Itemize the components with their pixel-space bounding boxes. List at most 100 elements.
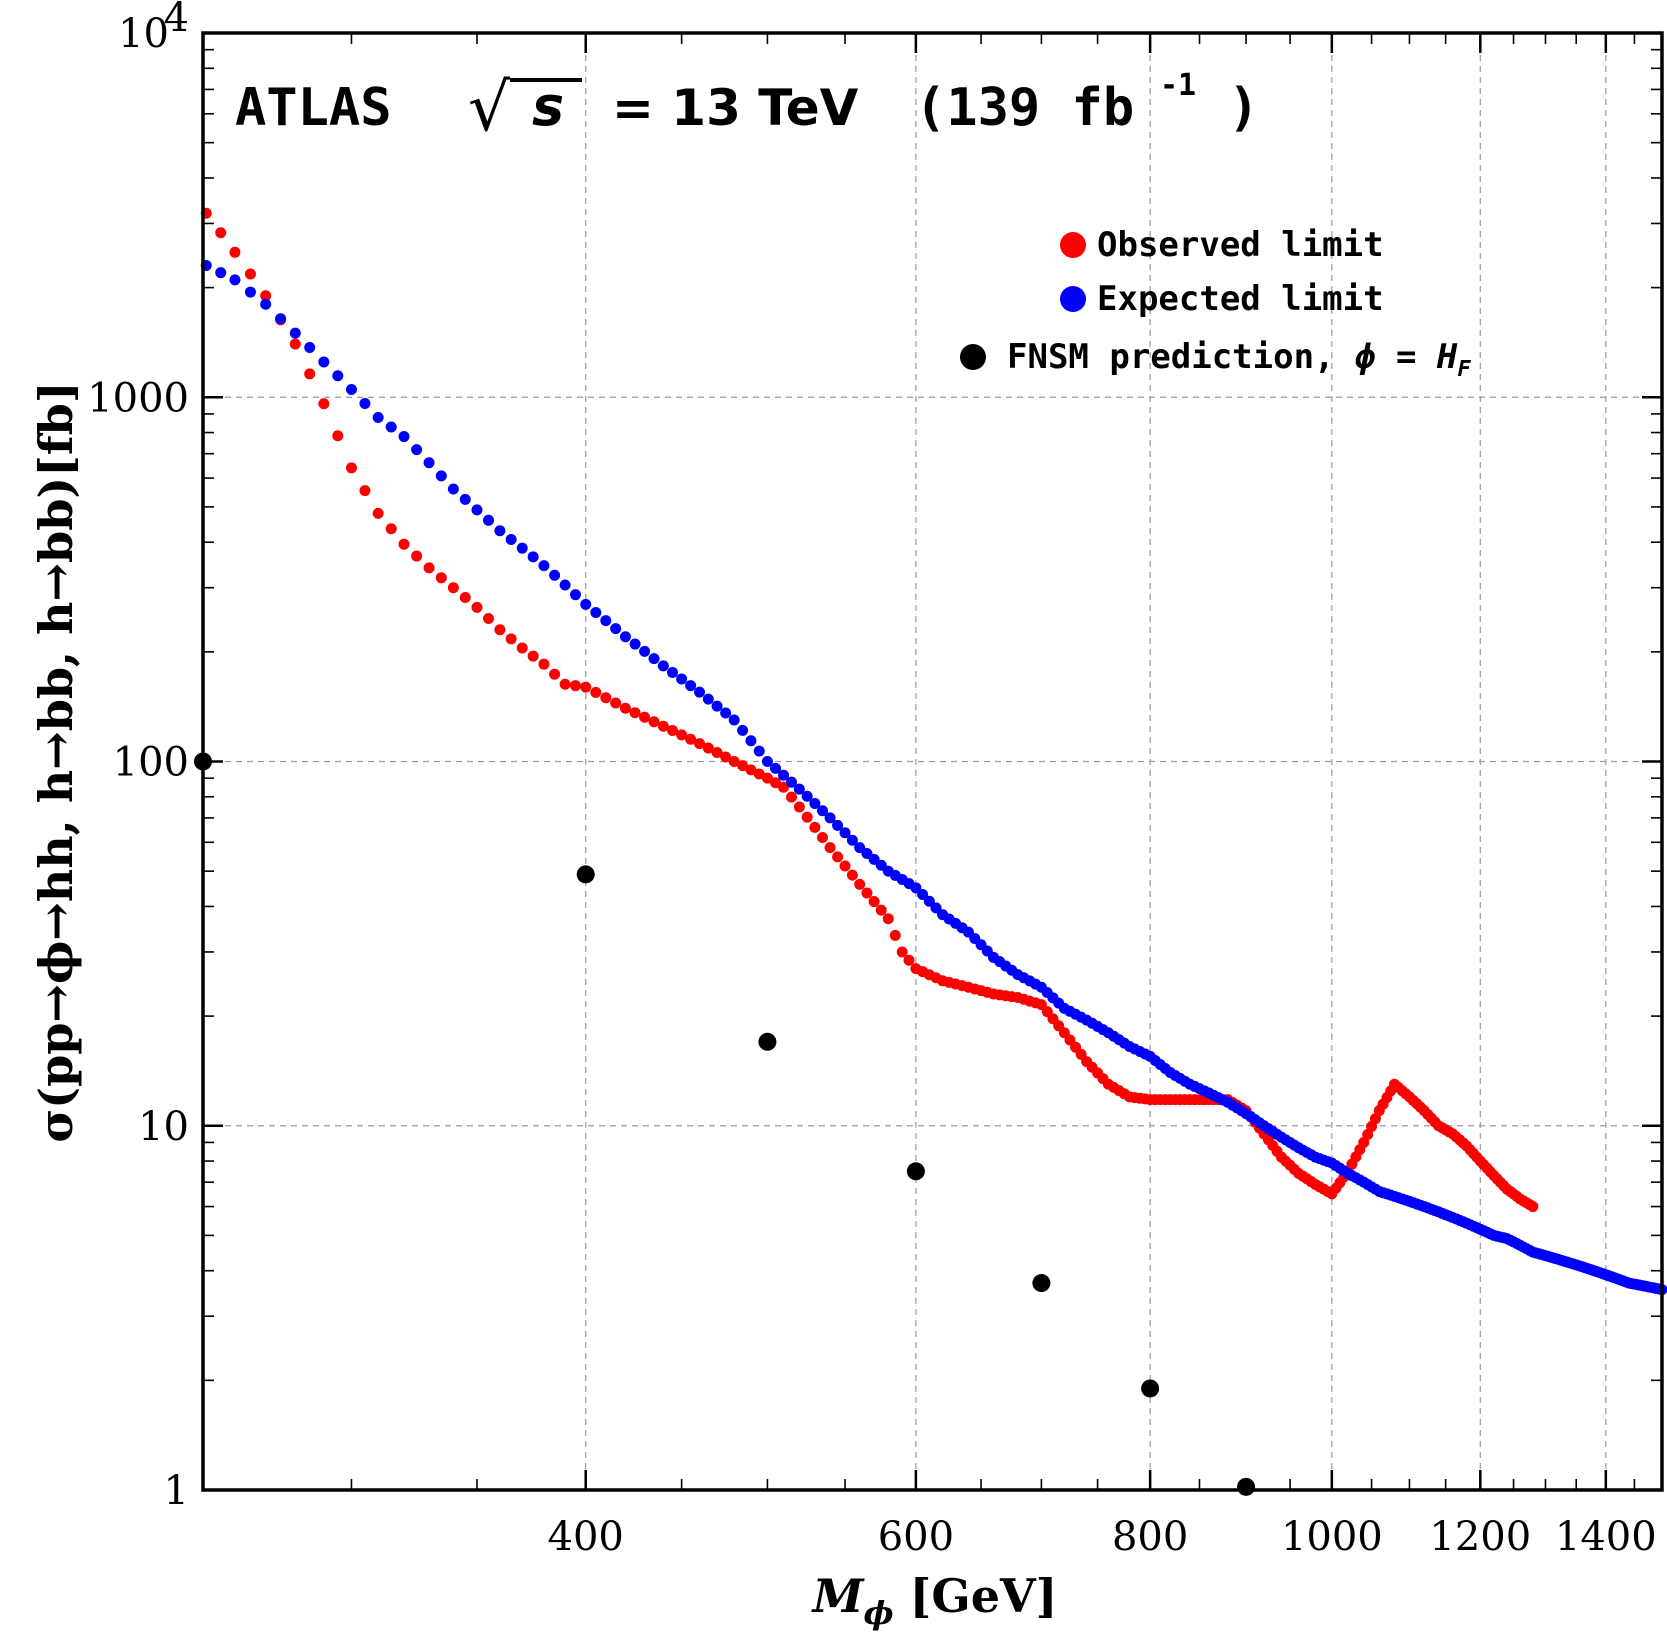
limit-point — [875, 904, 887, 916]
limit-point — [332, 430, 344, 442]
limit-point — [318, 356, 330, 368]
limit-point — [527, 551, 539, 563]
limit-point — [694, 738, 706, 750]
limit-point — [868, 896, 880, 908]
limit-point — [345, 384, 357, 396]
limit-point — [549, 668, 561, 680]
prediction-point — [576, 865, 595, 884]
limit-point — [260, 298, 272, 310]
legend-observed-marker — [1060, 232, 1086, 258]
limit-point — [1527, 1201, 1539, 1213]
legend-prediction-label: FNSM prediction, ϕ = HF — [1007, 337, 1471, 382]
limit-point — [817, 832, 829, 844]
title-experiment: ATLAS — [235, 78, 392, 138]
y-tick-label: 10 — [138, 1104, 189, 1150]
legend-expected-label: Expected limit — [1097, 279, 1384, 319]
limit-point — [728, 714, 740, 726]
limit-point — [702, 693, 714, 705]
limit-point — [785, 776, 797, 788]
y-axis-title: σ(pp→ϕ→hh, h→bb, h→bb)[fb] — [29, 381, 83, 1142]
limit-point — [435, 470, 447, 482]
limit-point — [318, 398, 330, 410]
limit-point — [385, 421, 397, 433]
legend-prediction-sym: ϕ = H — [1355, 337, 1458, 377]
limit-point — [244, 268, 256, 280]
limit-point — [494, 525, 506, 537]
limit-point — [667, 725, 679, 737]
limit-point — [619, 702, 631, 714]
limit-point — [304, 342, 316, 354]
limit-point — [778, 781, 790, 793]
limit-point — [527, 650, 539, 662]
x-tick-label: 600 — [878, 1514, 954, 1560]
x-axis-title-sub: ϕ — [864, 1594, 894, 1632]
limit-point — [385, 523, 397, 535]
limit-point — [910, 882, 922, 894]
data-series — [194, 207, 1667, 1496]
legend: Observed limit Expected limit FNSM predi… — [960, 225, 1471, 382]
x-axis-title-unit: [GeV] — [894, 1569, 1058, 1623]
prediction-point — [758, 1032, 777, 1051]
limit-point — [770, 762, 782, 774]
x-tick-label: 800 — [1112, 1514, 1188, 1560]
limit-point — [359, 485, 371, 497]
prediction-point — [1141, 1379, 1160, 1398]
limit-point — [639, 645, 651, 657]
legend-expected-marker — [1060, 286, 1086, 312]
limit-point — [289, 338, 301, 350]
limit-point — [398, 431, 410, 443]
limit-point — [761, 756, 773, 767]
limit-point — [215, 267, 227, 279]
series-observed-limit — [200, 207, 1539, 1213]
limit-point — [559, 579, 571, 591]
y-tick-label: 10 — [118, 11, 169, 57]
limit-point — [832, 819, 844, 831]
limit-point — [447, 582, 459, 594]
limit-point — [648, 716, 660, 728]
limit-point — [753, 745, 765, 757]
limit-point — [538, 658, 550, 670]
limit-point — [398, 538, 410, 550]
series-expected-limit — [200, 259, 1667, 1296]
limit-point — [459, 592, 471, 604]
limit-point — [459, 493, 471, 505]
legend-prediction-marker — [960, 344, 986, 370]
limit-point — [244, 286, 256, 298]
limit-point — [629, 638, 641, 650]
limit-point — [471, 601, 483, 613]
limit-point — [793, 783, 805, 795]
limit-point — [549, 569, 561, 581]
title-sqrt-var: s — [532, 75, 564, 138]
limit-point — [793, 801, 805, 813]
limit-point — [610, 697, 622, 709]
limit-point — [854, 878, 866, 890]
limit-point — [648, 653, 660, 665]
prediction-point — [906, 1162, 925, 1181]
limit-point — [559, 678, 571, 690]
limit-point — [639, 711, 651, 723]
limit-point — [657, 660, 669, 672]
limit-point — [753, 768, 765, 780]
limit-point — [861, 887, 873, 899]
limit-point — [809, 798, 821, 810]
limit-point — [737, 760, 749, 772]
limit-point — [629, 707, 641, 719]
limit-point — [538, 560, 550, 572]
limit-point — [685, 733, 697, 745]
limit-point — [289, 327, 301, 339]
limit-point — [917, 889, 929, 901]
limit-point — [229, 246, 241, 258]
limit-point — [930, 902, 942, 914]
prediction-point — [1237, 1477, 1256, 1496]
x-tick-label: 400 — [548, 1514, 624, 1560]
limit-point — [229, 274, 241, 286]
limit-point — [839, 827, 851, 839]
limit-point — [667, 666, 679, 678]
x-tick-label: 1000 — [1281, 1514, 1383, 1560]
limit-point — [590, 606, 602, 618]
limit-point — [580, 681, 592, 693]
limit-point — [817, 805, 829, 817]
limit-point — [447, 483, 459, 495]
